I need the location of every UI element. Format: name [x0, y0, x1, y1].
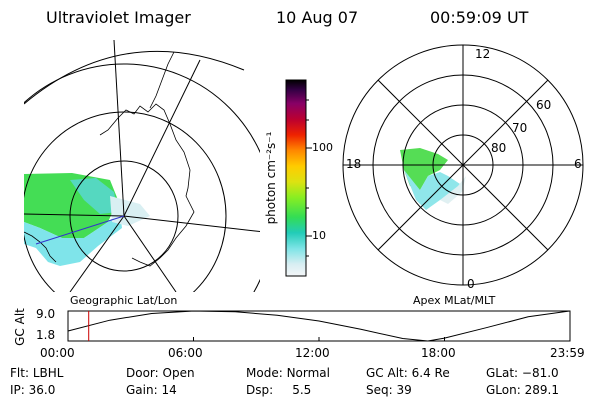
info-flt: Flt: LBHL [10, 366, 64, 380]
mlt-label-0: 0 [467, 277, 475, 291]
info-dsp: Dsp: 5.5 [246, 383, 312, 397]
timeline-xtick-2: 12:00 [295, 346, 330, 360]
timeline-xtick-0: 00:00 [40, 346, 75, 360]
timeline-ytick-bottom: 1.8 [36, 328, 56, 342]
date-label: 10 Aug 07 [276, 8, 359, 27]
info-door: Door: Open [126, 366, 195, 380]
timeline-ylabel: GC Alt [13, 308, 27, 346]
left-panel-caption: Geographic Lat/Lon [70, 294, 178, 307]
info-gc-alt: GC Alt: 6.4 Re [366, 366, 450, 380]
mlt-label-12: 12 [475, 47, 491, 61]
polar-emission-cyan [404, 170, 460, 210]
info-ip: IP: 36.0 [10, 383, 56, 397]
coastline [99, 103, 195, 267]
mlt-label-18: 18 [346, 157, 362, 171]
mlat-label-80: 80 [491, 141, 507, 155]
timeline-ytick-top: 9.0 [36, 307, 56, 321]
info-glon: GLon: 289.1 [486, 383, 559, 397]
mlt-label-6: 6 [574, 157, 582, 171]
colorbar-tick-100: 100 [312, 141, 333, 154]
timeline-xtick-3: 18:00 [421, 346, 456, 360]
time-label: 00:59:09 UT [430, 8, 529, 27]
geographic-map [24, 39, 260, 292]
track-line [35, 215, 125, 245]
info-seq: Seq: 39 [366, 383, 412, 397]
polar-plot [342, 44, 584, 286]
gc-altitude-line [67, 310, 570, 342]
emission-region-teal [70, 178, 118, 214]
right-panel-caption: Apex MLat/MLT [413, 294, 496, 307]
mlat-label-60: 60 [536, 98, 552, 112]
mlat-label-70: 70 [512, 121, 528, 135]
timeline-plot [67, 310, 571, 342]
colorbar-tick-10: 10 [312, 229, 326, 242]
colorbar-axis-label: photon cm⁻²s⁻¹ [264, 131, 278, 225]
coastline-west [24, 231, 57, 263]
info-gain: Gain: 14 [126, 383, 177, 397]
timeline-xtick-4: 23:59 [550, 346, 585, 360]
timeline-xtick-1: 06:00 [168, 346, 203, 360]
info-glat: GLat: −81.0 [486, 366, 559, 380]
app-title: Ultraviolet Imager [46, 8, 191, 27]
polar-emission-green [400, 148, 448, 190]
emission-region-faint [110, 196, 150, 226]
coastline-peninsula [149, 51, 175, 109]
info-mode: Mode: Normal [246, 366, 330, 380]
color-scale-bar [285, 79, 312, 277]
polar-emission-faint [440, 176, 466, 204]
